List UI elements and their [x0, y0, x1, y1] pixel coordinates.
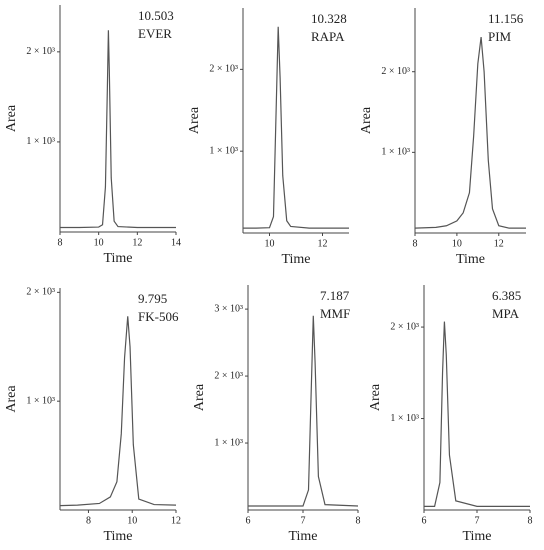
peak-annotation: MMF: [320, 306, 350, 321]
y-axis-label: Area: [187, 106, 202, 134]
y-tick-label: 2 × 10³: [209, 64, 238, 75]
y-axis-label: Area: [4, 104, 19, 132]
x-axis-label: Time: [462, 529, 491, 544]
x-tick-label: 12: [171, 515, 181, 526]
peak-annotation: 9.795: [138, 291, 167, 306]
chromatogram-line: [248, 315, 359, 507]
x-tick-label: 10: [265, 238, 275, 249]
y-tick-label: 1 × 10³: [209, 145, 238, 156]
y-tick-label: 1 × 10³: [26, 395, 55, 406]
y-tick-label: 2 × 10³: [390, 321, 419, 332]
peak-annotation: RAPA: [311, 29, 345, 44]
y-tick-label: 1 × 10³: [214, 437, 243, 448]
x-axis-label: Time: [103, 529, 132, 544]
y-tick-label: 1 × 10³: [390, 413, 419, 424]
y-axis-label: Area: [368, 383, 383, 411]
x-axis-label: Time: [288, 529, 317, 544]
peak-annotation: 11.156: [488, 11, 524, 26]
peak-annotation: 10.503: [138, 8, 174, 23]
x-axis-label: Time: [456, 252, 485, 267]
x-tick-label: 7: [301, 515, 306, 526]
y-tick-label: 2 × 10³: [214, 370, 243, 381]
x-tick-label: 6: [246, 515, 251, 526]
x-axis-label: Time: [281, 252, 310, 267]
chromatogram-line: [60, 30, 176, 229]
x-tick-label: 14: [171, 237, 181, 248]
peak-annotation: 6.385: [492, 288, 521, 303]
y-tick-label: 2 × 10³: [381, 66, 410, 77]
y-tick-label: 3 × 10³: [214, 303, 243, 314]
chromatogram-line: [414, 36, 526, 229]
y-axis-label: Area: [359, 106, 374, 134]
x-tick-label: 8: [413, 238, 418, 249]
x-tick-label: 12: [132, 237, 142, 248]
x-tick-label: 8: [58, 237, 63, 248]
y-tick-label: 1 × 10³: [26, 136, 55, 147]
chromatogram-line: [424, 321, 530, 507]
chromatogram-line: [59, 316, 177, 507]
x-tick-label: 6: [422, 515, 427, 526]
x-tick-label: 12: [494, 238, 504, 249]
peak-annotation: EVER: [138, 26, 172, 41]
peak-annotation: 10.328: [311, 11, 347, 26]
x-tick-label: 7: [475, 515, 480, 526]
y-axis-label: Area: [4, 385, 19, 413]
x-tick-label: 8: [86, 515, 91, 526]
y-axis-label: Area: [192, 383, 207, 411]
chromatogram-line: [243, 26, 349, 229]
peak-annotation: 7.187: [320, 288, 350, 303]
peak-annotation: FK-506: [138, 309, 179, 324]
x-axis-label: Time: [103, 251, 132, 266]
y-tick-label: 1 × 10³: [381, 147, 410, 158]
x-tick-label: 12: [318, 238, 328, 249]
peak-annotation: PIM: [488, 29, 512, 44]
peak-annotation: MPA: [492, 306, 520, 321]
x-tick-label: 8: [528, 515, 533, 526]
x-tick-label: 10: [127, 515, 137, 526]
x-tick-label: 10: [452, 238, 462, 249]
x-tick-label: 8: [356, 515, 361, 526]
y-tick-label: 2 × 10³: [26, 46, 55, 57]
y-tick-label: 2 × 10³: [26, 287, 55, 298]
x-tick-label: 10: [94, 237, 104, 248]
